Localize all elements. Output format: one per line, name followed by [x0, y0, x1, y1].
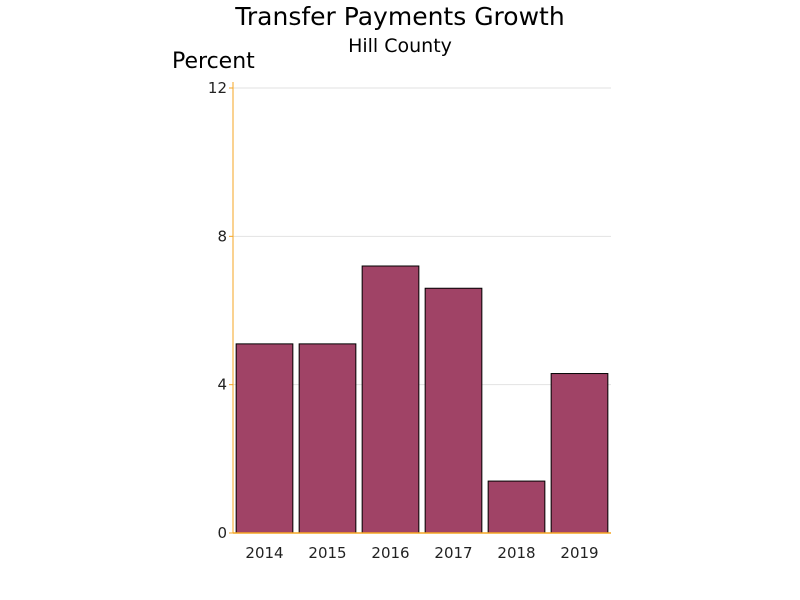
axes	[229, 82, 611, 534]
y-tick-label: 0	[217, 524, 227, 542]
bar-2019	[550, 373, 609, 534]
bar-2015	[298, 343, 357, 534]
y-tick-label: 4	[217, 376, 227, 394]
x-tick-label: 2014	[245, 544, 283, 562]
x-tick-labels: 2014 2015 2016 2017 2018 2019	[245, 544, 598, 562]
bar-2017	[424, 287, 483, 534]
bars	[235, 265, 609, 534]
gridlines	[233, 87, 611, 386]
chart-subtitle: Hill County	[348, 35, 452, 57]
x-tick-label: 2019	[560, 544, 598, 562]
bar-2016	[361, 265, 420, 534]
bar-2014	[235, 343, 294, 534]
y-axis-label: Percent	[172, 49, 255, 74]
bar-2018	[487, 480, 546, 534]
y-tick-label: 8	[217, 227, 227, 245]
x-tick-label: 2016	[371, 544, 409, 562]
chart-title: Transfer Payments Growth	[234, 2, 564, 31]
x-tick-label: 2015	[308, 544, 346, 562]
y-tick-labels: 0 4 8 12	[208, 79, 227, 542]
x-tick-label: 2017	[434, 544, 472, 562]
y-tick-label: 12	[208, 79, 227, 97]
x-tick-label: 2018	[497, 544, 535, 562]
